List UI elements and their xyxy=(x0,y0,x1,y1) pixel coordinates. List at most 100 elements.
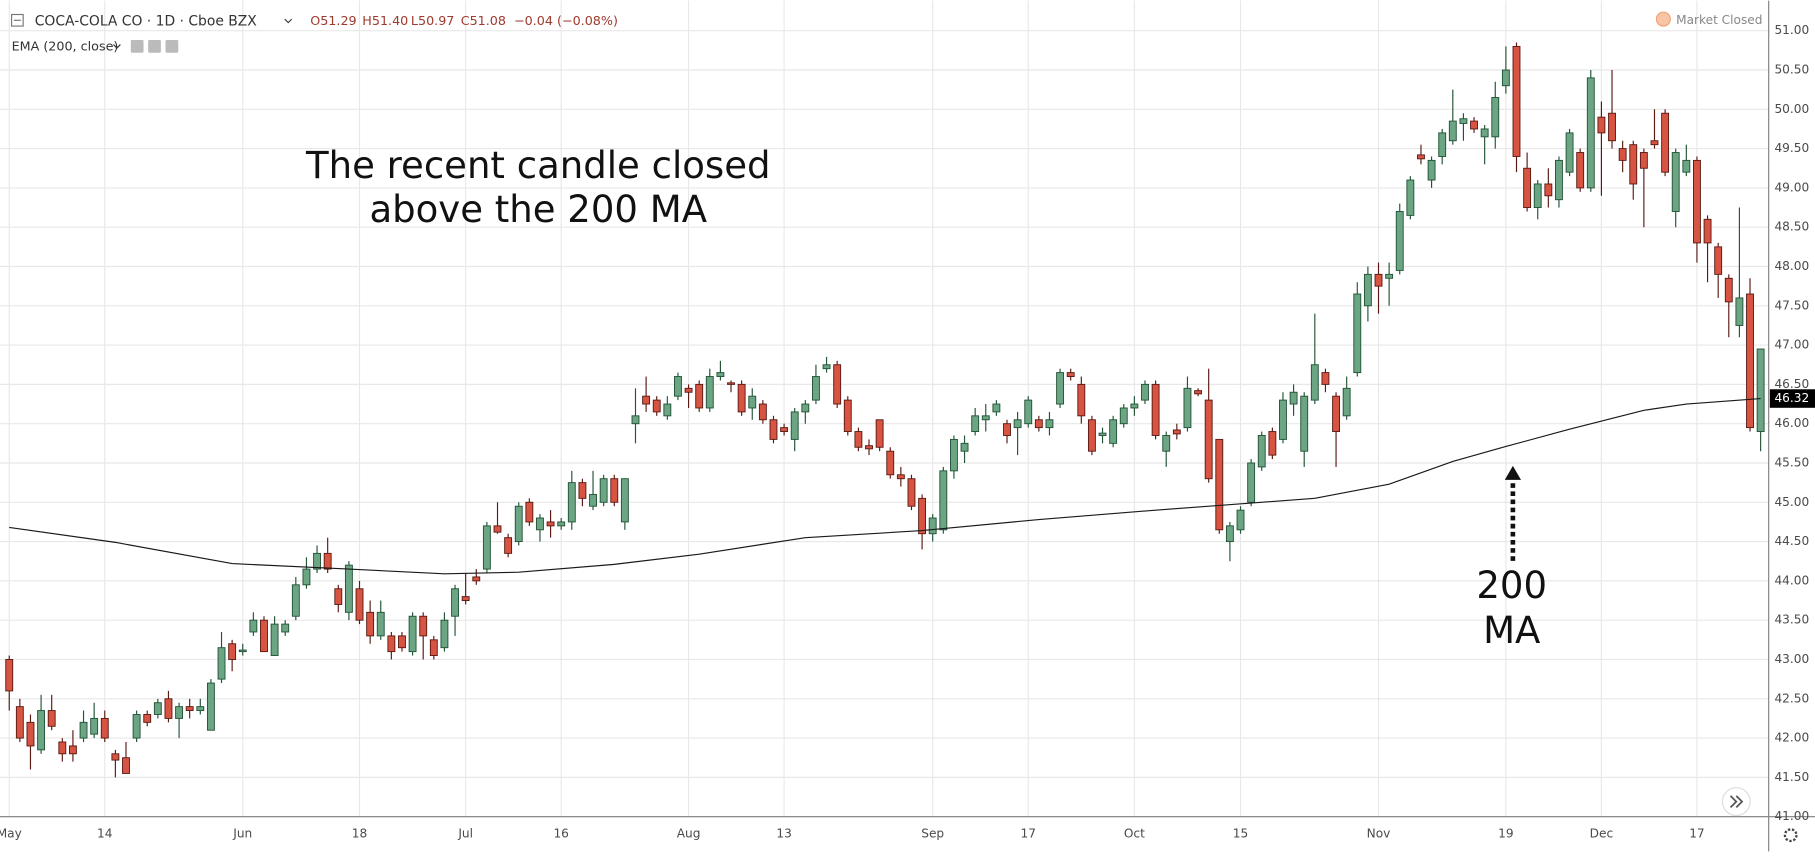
candle-body xyxy=(854,431,863,448)
x-tick-label: Sep xyxy=(921,827,944,841)
candle-body xyxy=(419,615,428,637)
y-tick-label: 50.00 xyxy=(1774,102,1809,116)
x-tick-label: Jul xyxy=(457,827,473,841)
candle-body xyxy=(812,376,820,401)
candle-body xyxy=(504,537,513,554)
candle-body xyxy=(1374,273,1383,287)
annotation: above the 200 MA xyxy=(369,188,707,231)
x-tick-label: Jun xyxy=(232,827,252,841)
candle-body xyxy=(1215,438,1224,531)
candle-body xyxy=(674,376,682,397)
candle-body xyxy=(695,383,704,409)
candle-body xyxy=(111,753,120,761)
candle-body xyxy=(355,588,364,621)
candle-body xyxy=(1544,183,1553,197)
candle-body xyxy=(206,682,215,731)
candle-body xyxy=(1056,372,1065,405)
candle-body xyxy=(217,647,226,680)
candle-body xyxy=(705,376,714,409)
candle-body xyxy=(1735,297,1744,326)
candle-body xyxy=(1162,435,1171,452)
candle-body xyxy=(1395,211,1404,271)
candle-body xyxy=(313,552,321,570)
ohlc-high: H51.40 xyxy=(362,14,408,29)
candle-body xyxy=(153,702,162,715)
indicator-settings[interactable] xyxy=(148,39,161,53)
candle-body xyxy=(620,478,629,523)
y-tick-label: 48.50 xyxy=(1774,220,1809,234)
candle-body xyxy=(1194,390,1202,395)
candle-body xyxy=(1501,69,1510,87)
candle-body xyxy=(1724,277,1733,303)
candle-body xyxy=(684,387,693,393)
candle-body xyxy=(1257,435,1266,468)
axes: 41.00 41.50 42.00 42.50 43.00 43.50 44.00 44.50… xyxy=(0,23,1815,841)
candle-body xyxy=(1310,364,1319,401)
candle-body xyxy=(536,517,544,531)
candle-body xyxy=(185,706,194,712)
symbol-dropdown[interactable] xyxy=(284,18,293,24)
candle-body xyxy=(1565,132,1574,173)
candle-body xyxy=(1608,112,1616,142)
y-tick-label: 44.00 xyxy=(1774,573,1809,587)
candle-body xyxy=(90,717,99,735)
collapse-icon[interactable] xyxy=(10,13,24,27)
candle-body xyxy=(1671,152,1680,212)
x-tick-label: 16 xyxy=(553,827,568,841)
candle-body xyxy=(790,411,799,440)
indicator-visibility[interactable] xyxy=(130,39,144,53)
candle-body xyxy=(631,415,640,425)
candle-body xyxy=(1087,419,1096,452)
indicator-dropdown[interactable] xyxy=(113,44,121,49)
indicator-remove[interactable] xyxy=(165,39,179,53)
candle-body xyxy=(1119,407,1128,425)
candle-body xyxy=(429,639,438,657)
candle-body xyxy=(716,372,725,377)
candle-body xyxy=(971,415,980,433)
candle-body xyxy=(461,596,470,601)
candle-body xyxy=(1300,395,1309,452)
candle-body xyxy=(1597,116,1606,134)
candle-body xyxy=(610,478,619,503)
candle-body xyxy=(1693,159,1701,244)
y-tick-label: 45.00 xyxy=(1774,495,1809,509)
candle-body xyxy=(567,482,576,523)
candle-body xyxy=(58,741,67,755)
scroll-icon xyxy=(1729,795,1744,809)
candle-body xyxy=(1746,293,1754,429)
candle-body xyxy=(37,710,46,751)
x-tick-label: Nov xyxy=(1367,827,1391,841)
candle-body xyxy=(833,364,842,405)
ohlc-low: L50.97 xyxy=(411,14,455,29)
candle-body xyxy=(281,623,290,633)
candle-body xyxy=(196,706,205,712)
x-tick-label: 13 xyxy=(776,827,791,841)
candle-body xyxy=(1130,403,1139,409)
candle-body xyxy=(1363,273,1372,307)
candle-body xyxy=(451,588,459,617)
candle-body xyxy=(291,584,300,617)
candle-body xyxy=(1385,273,1394,279)
y-tick-label: 49.50 xyxy=(1774,141,1809,155)
arrow-label: MA xyxy=(1483,609,1541,652)
candle-body xyxy=(1247,462,1256,503)
x-tick-label: 14 xyxy=(97,827,113,841)
candle-body xyxy=(1342,387,1351,417)
candle-body xyxy=(1172,429,1181,435)
y-tick-label: 43.50 xyxy=(1774,613,1809,627)
candle-body xyxy=(1703,218,1712,244)
candle-body xyxy=(366,611,375,637)
candle-body xyxy=(334,588,343,605)
ohlc-close: C51.08 xyxy=(461,14,506,29)
candle-body xyxy=(26,721,35,747)
settings-gear[interactable] xyxy=(1783,828,1798,843)
candle-body xyxy=(249,619,258,633)
candle-body xyxy=(758,403,767,421)
candle-body xyxy=(1650,140,1659,146)
annotation: The recent candle closed xyxy=(305,144,771,187)
y-tick-label: 51.00 xyxy=(1774,23,1809,37)
candle-body xyxy=(270,623,279,657)
candle-body xyxy=(801,403,810,413)
candle-body xyxy=(1576,152,1585,189)
candle-body xyxy=(15,706,24,739)
